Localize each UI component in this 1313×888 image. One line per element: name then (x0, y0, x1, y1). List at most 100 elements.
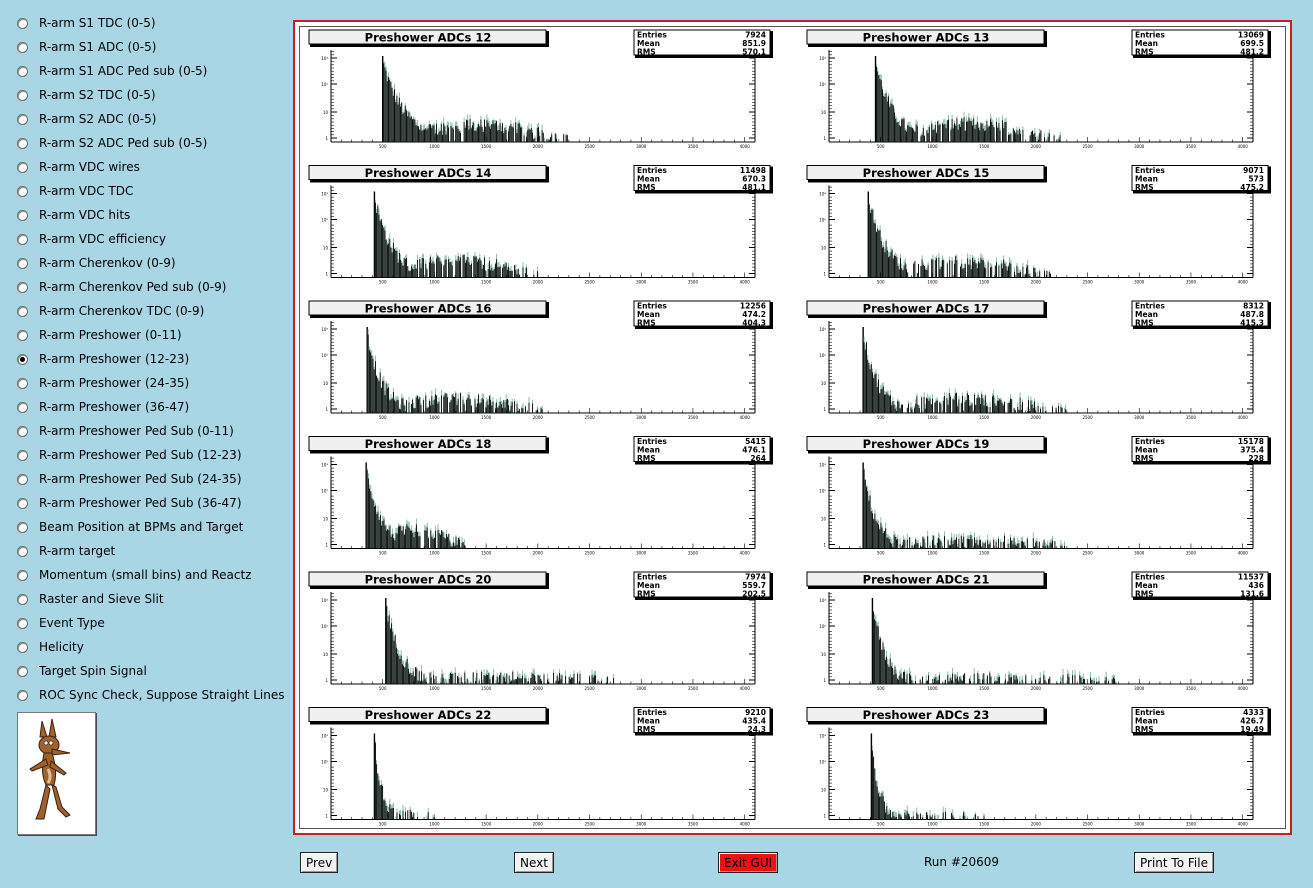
radio-button[interactable] (17, 161, 28, 173)
y-tick-label: 1 (325, 136, 328, 141)
radio-button[interactable] (17, 257, 28, 269)
radio-button[interactable] (17, 113, 28, 125)
view-option[interactable]: R-arm Preshower Ped Sub (24-35) (15, 467, 285, 491)
view-option[interactable]: R-arm Cherenkov (0-9) (15, 251, 285, 275)
histogram-bins (871, 745, 985, 820)
view-option[interactable]: R-arm Preshower Ped Sub (36-47) (15, 491, 285, 515)
radio-button[interactable] (17, 521, 28, 533)
x-tick-label: 2500 (584, 415, 595, 420)
view-option[interactable]: R-arm S1 ADC Ped sub (0-5) (15, 59, 285, 83)
x-tick-label: 2000 (533, 144, 544, 149)
print-to-file-button[interactable]: Print To File (1134, 852, 1214, 873)
x-tick-label: 2500 (1082, 551, 1093, 556)
y-tick-label: 10 (821, 788, 827, 793)
histogram-title: Preshower ADCs 20 (308, 571, 549, 589)
view-option[interactable]: Helicity (15, 635, 285, 659)
view-option[interactable]: R-arm Cherenkov Ped sub (0-9) (15, 275, 285, 299)
svg-text:Entries: Entries (1135, 573, 1165, 582)
view-option[interactable]: Momentum (small bins) and Reactz (15, 563, 285, 587)
view-option[interactable]: R-arm VDC efficiency (15, 227, 285, 251)
prev-button[interactable]: Prev (300, 852, 339, 873)
y-tick-label: 10² (819, 218, 826, 223)
coyote-logo (17, 712, 96, 835)
radio-button[interactable] (17, 689, 28, 701)
svg-text:RMS: RMS (1135, 590, 1154, 599)
radio-button[interactable] (17, 209, 28, 221)
radio-button[interactable] (17, 545, 28, 557)
view-option[interactable]: R-arm Preshower (0-11) (15, 323, 285, 347)
view-option[interactable]: R-arm Preshower (24-35) (15, 371, 285, 395)
x-tick-label: 2000 (1031, 686, 1042, 691)
radio-button[interactable] (17, 281, 28, 293)
view-option[interactable]: R-arm VDC TDC (15, 179, 285, 203)
radio-button[interactable] (17, 377, 28, 389)
view-option[interactable]: R-arm VDC hits (15, 203, 285, 227)
histogram-canvas[interactable]: 10³ 10² 10 1 500 1000 1500 2000 2500 3000 3500 4000… (293, 20, 1292, 835)
radio-button[interactable] (17, 425, 28, 437)
radio-button[interactable] (17, 329, 28, 341)
svg-text:481.1: 481.1 (742, 183, 766, 192)
view-option[interactable]: R-arm S1 TDC (0-5) (15, 11, 285, 35)
view-option[interactable]: R-arm VDC wires (15, 155, 285, 179)
y-tick-label: 10³ (321, 192, 328, 197)
svg-text:4333: 4333 (1243, 708, 1264, 717)
next-button[interactable]: Next (514, 852, 554, 873)
svg-text:Mean: Mean (1135, 175, 1158, 184)
radio-button[interactable] (17, 89, 28, 101)
view-option[interactable]: R-arm Cherenkov TDC (0-9) (15, 299, 285, 323)
radio-button[interactable] (17, 353, 28, 365)
view-option[interactable]: ROC Sync Check, Suppose Straight Lines (15, 683, 285, 707)
x-tick-label: 1000 (927, 144, 938, 149)
view-option[interactable]: R-arm Preshower Ped Sub (0-11) (15, 419, 285, 443)
radio-button[interactable] (17, 449, 28, 461)
radio-button[interactable] (17, 41, 28, 53)
radio-button[interactable] (17, 593, 28, 605)
view-option-label: R-arm Preshower Ped Sub (36-47) (39, 496, 242, 510)
radio-button[interactable] (17, 233, 28, 245)
view-option[interactable]: R-arm S2 ADC Ped sub (0-5) (15, 131, 285, 155)
radio-button[interactable] (17, 569, 28, 581)
svg-text:13069: 13069 (1238, 31, 1264, 40)
radio-button[interactable] (17, 497, 28, 509)
view-option[interactable]: Beam Position at BPMs and Target (15, 515, 285, 539)
radio-button[interactable] (17, 137, 28, 149)
view-option[interactable]: R-arm S2 ADC (0-5) (15, 107, 285, 131)
view-option[interactable]: R-arm target (15, 539, 285, 563)
x-tick-label: 4000 (1238, 686, 1249, 691)
view-option[interactable]: Target Spin Signal (15, 659, 285, 683)
view-option[interactable]: R-arm S1 ADC (0-5) (15, 35, 285, 59)
view-option[interactable]: R-arm Preshower Ped Sub (12-23) (15, 443, 285, 467)
radio-button[interactable] (17, 665, 28, 677)
svg-text:RMS: RMS (1135, 319, 1154, 328)
radio-button[interactable] (17, 17, 28, 29)
view-option[interactable]: R-arm Preshower (12-23) (15, 347, 285, 371)
radio-button[interactable] (17, 185, 28, 197)
svg-text:426.7: 426.7 (1240, 717, 1264, 726)
radio-button[interactable] (17, 641, 28, 653)
view-option[interactable]: Raster and Sieve Slit (15, 587, 285, 611)
radio-button[interactable] (17, 65, 28, 77)
exit-gui-button[interactable]: Exit GUI (718, 852, 779, 873)
view-option[interactable]: R-arm Preshower (36-47) (15, 395, 285, 419)
view-option[interactable]: Event Type (15, 611, 285, 635)
radio-button[interactable] (17, 473, 28, 485)
view-option[interactable]: R-arm S2 TDC (0-5) (15, 83, 285, 107)
radio-button[interactable] (17, 305, 28, 317)
radio-button[interactable] (17, 401, 28, 413)
radio-button[interactable] (17, 617, 28, 629)
x-tick-label: 2000 (533, 415, 544, 420)
svg-text:474.2: 474.2 (742, 310, 766, 319)
x-tick-label: 2000 (1031, 280, 1042, 285)
